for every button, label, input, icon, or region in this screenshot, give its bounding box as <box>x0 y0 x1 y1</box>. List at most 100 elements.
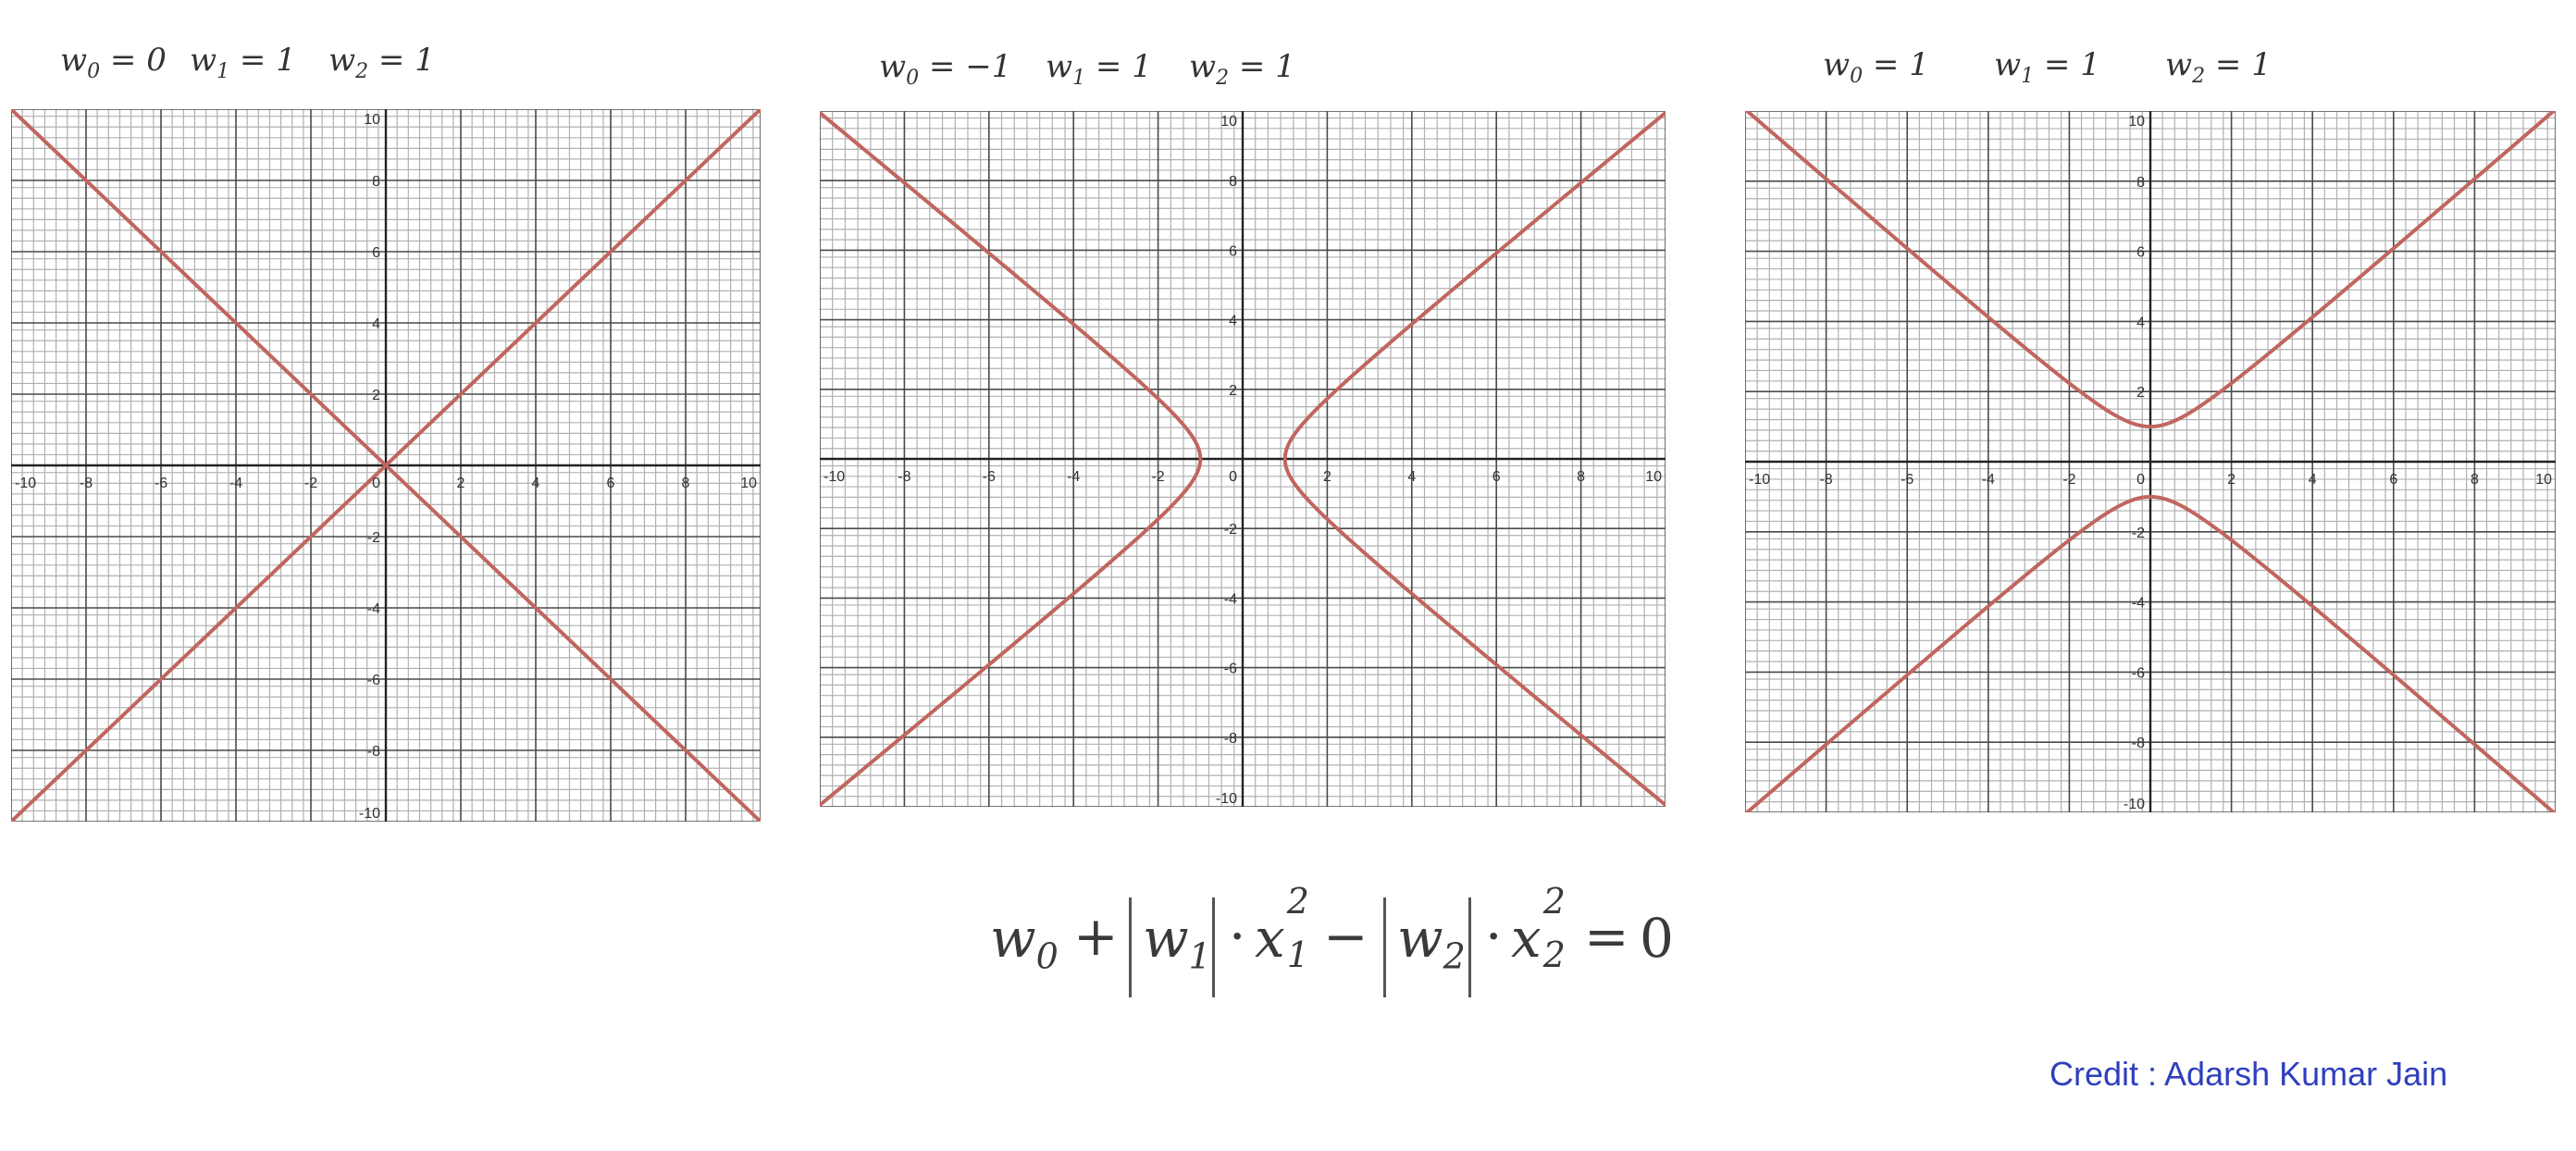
abs-bar-right-2 <box>1468 897 1471 997</box>
x-tick-label: -2 <box>304 476 317 491</box>
w1-param: w1 = 1 <box>1046 48 1152 90</box>
w2-param: w2 = 1 <box>1189 48 1295 90</box>
y-tick-label: -8 <box>2132 736 2145 751</box>
chart-panel-2: -10 -8 -6 -4 -2 0 2 4 6 8 10 10 8 6 4 2 -2 -4 -6 -8 -10 <box>820 111 1666 807</box>
y-tick-label: 4 <box>1229 314 1237 329</box>
x-tick-label: 0 <box>1229 469 1237 485</box>
tick-labels: -10 -8 -6 -4 -2 0 2 4 6 8 10 10 8 6 4 2 -2 -4 -6 -8 -10 <box>824 114 1662 807</box>
x-tick-label: 0 <box>372 476 380 491</box>
y-tick-label: 10 <box>2128 114 2145 130</box>
y-tick-label: -4 <box>1224 591 1237 607</box>
y-tick-label: 2 <box>2136 385 2145 401</box>
y-tick-label: 6 <box>1229 243 1237 259</box>
w1-param: w1 = 1 <box>190 42 296 83</box>
y-tick-label: -2 <box>2132 526 2145 541</box>
x-tick-label: -8 <box>1819 472 1832 488</box>
x-tick-label: 8 <box>2471 472 2479 488</box>
y-tick-label: -8 <box>1224 731 1237 747</box>
x-tick-label: -10 <box>15 476 36 491</box>
x-tick-label: -8 <box>898 469 910 485</box>
y-tick-label: -6 <box>1224 662 1237 677</box>
w2-param: w2 = 1 <box>328 42 435 83</box>
chart-panel-1: -10 -8 -6 -4 -2 0 2 4 6 8 10 10 8 6 4 2 -2 -4 -6 -8 -10 <box>11 109 761 822</box>
w1-param: w1 = 1 <box>1994 46 2100 88</box>
y-tick-label: 2 <box>372 388 380 403</box>
eq-w0: w0 <box>990 907 1059 977</box>
x-tick-label: -10 <box>824 469 845 485</box>
chart-panel-3: -10 -8 -6 -4 -2 0 2 4 6 8 10 10 8 6 4 2 -2 -4 -6 -8 -10 <box>1745 111 2556 812</box>
x-tick-label: 8 <box>1577 469 1585 485</box>
x-tick-label: 4 <box>2309 472 2317 488</box>
eq-w2: w2 <box>1397 907 1466 977</box>
y-tick-label: -4 <box>2132 596 2145 612</box>
x-tick-label: 0 <box>2136 472 2145 488</box>
x-tick-label: 6 <box>2389 472 2397 488</box>
y-tick-label: 4 <box>2136 315 2145 330</box>
x-tick-label: 4 <box>1407 469 1416 485</box>
x-tick-label: 6 <box>1492 469 1501 485</box>
chart-svg: -10 -8 -6 -4 -2 0 2 4 6 8 10 10 8 6 4 2 -2 -4 -6 -8 -10 <box>1745 111 2556 812</box>
x-tick-label: 10 <box>1645 469 1662 485</box>
w0-param: w0 = 0 <box>60 42 167 83</box>
x-tick-label: 6 <box>607 476 615 491</box>
curve-branch-2 <box>1745 494 2556 812</box>
w0-param: w0 = −1 <box>879 48 1012 90</box>
w2-param: w2 = 1 <box>2165 46 2272 88</box>
panel-2-params: w0 = −1 w1 = 1 w2 = 1 <box>879 48 1314 113</box>
x-tick-label: -6 <box>983 469 996 485</box>
curve-branch-2 <box>820 111 1203 807</box>
curve-branch-1 <box>1282 111 1666 807</box>
x-tick-label: -2 <box>2062 472 2075 488</box>
x-tick-label: 2 <box>1323 469 1331 485</box>
y-tick-label: -4 <box>367 601 380 617</box>
x-tick-label: 4 <box>532 476 540 491</box>
eq-w1: w1 <box>1143 907 1211 977</box>
tick-labels: -10 -8 -6 -4 -2 0 2 4 6 8 10 10 8 6 4 2 -2 -4 -6 -8 -10 <box>1749 114 2552 812</box>
y-tick-label: -10 <box>2124 797 2145 812</box>
abs-bar-left-2 <box>1383 897 1386 997</box>
x-tick-label: -10 <box>1749 472 1770 488</box>
eq-dot2: · <box>1485 905 1503 968</box>
x-tick-label: 8 <box>682 476 690 491</box>
x-tick-label: -4 <box>1067 469 1080 485</box>
y-tick-label: -8 <box>367 744 380 760</box>
y-tick-label: 6 <box>2136 245 2145 261</box>
y-tick-label: 8 <box>372 174 380 190</box>
y-tick-label: -6 <box>367 673 380 688</box>
y-tick-label: -2 <box>1224 522 1237 538</box>
eq-minus: − <box>1323 905 1368 968</box>
w0-param: w0 = 1 <box>1823 46 1929 88</box>
y-tick-label: -2 <box>367 530 380 546</box>
y-tick-label: 4 <box>372 316 380 332</box>
eq-zero: 0 <box>1640 907 1674 970</box>
curve-branch-1 <box>1745 111 2556 429</box>
y-tick-label: 6 <box>372 245 380 261</box>
y-tick-label: 8 <box>2136 175 2145 191</box>
x-tick-label: -4 <box>229 476 242 491</box>
x-tick-label: -4 <box>1982 472 1995 488</box>
y-tick-label: -6 <box>2132 665 2145 681</box>
y-tick-label: 10 <box>1220 114 1237 130</box>
credit-text: Credit : Adarsh Kumar Jain <box>2050 1055 2448 1093</box>
eq-plus: + <box>1073 905 1119 968</box>
y-tick-label: 10 <box>364 112 380 128</box>
y-tick-label: 2 <box>1229 383 1237 399</box>
panel-3-params: w0 = 1 w1 = 1 w2 = 1 <box>1823 46 2272 111</box>
eq-dot1: · <box>1229 905 1246 968</box>
tick-labels: -10 -8 -6 -4 -2 0 2 4 6 8 10 10 8 6 4 2 -2 -4 -6 -8 -10 <box>15 112 757 822</box>
y-tick-label: -10 <box>1216 791 1237 807</box>
x-tick-label: 10 <box>740 476 757 491</box>
y-tick-label: -10 <box>359 806 380 822</box>
panel-1-params: w0 = 0 w1 = 1 w2 = 1 <box>60 42 449 106</box>
x-tick-label: -8 <box>80 476 93 491</box>
x-tick-label: 2 <box>457 476 465 491</box>
x-tick-label: 2 <box>2227 472 2235 488</box>
x-tick-label: -6 <box>155 476 167 491</box>
y-tick-label: 8 <box>1229 174 1237 190</box>
x-tick-label: 10 <box>2535 472 2552 488</box>
x-tick-label: -2 <box>1151 469 1164 485</box>
eq-equals: = <box>1584 905 1629 968</box>
